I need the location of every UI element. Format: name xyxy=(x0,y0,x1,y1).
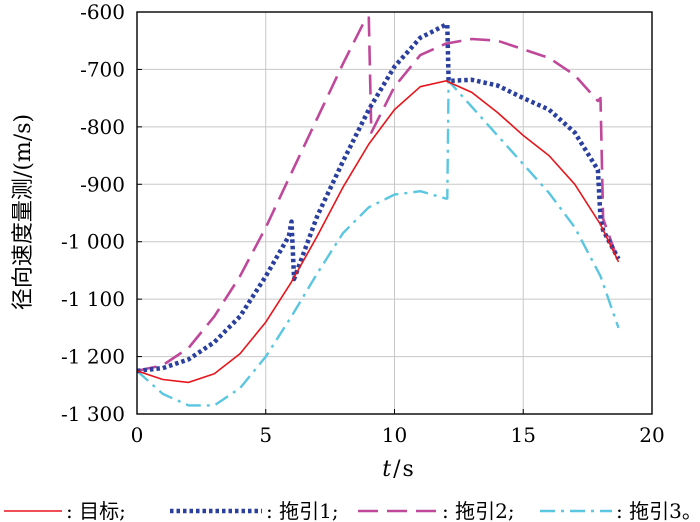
x-axis-label: t/s xyxy=(382,457,414,482)
y-axis-label-text: 径向速度量测 xyxy=(11,178,36,310)
y-tick-label: -800 xyxy=(80,115,125,139)
series-line-4 xyxy=(136,79,620,407)
y-tick-label: -1 000 xyxy=(61,230,125,254)
x-tick-label: 10 xyxy=(382,423,407,447)
series-line-2 xyxy=(136,22,621,374)
x-tick-label: 5 xyxy=(259,423,272,447)
y-tick-label: -1 200 xyxy=(61,345,125,369)
series-layer xyxy=(136,16,621,407)
x-axis-label-unit: s xyxy=(402,457,413,482)
y-tick-label: -1 100 xyxy=(61,287,125,311)
series-line-1 xyxy=(136,80,620,384)
x-tick-label: 15 xyxy=(511,423,536,447)
y-axis-label-sep: / xyxy=(11,170,36,178)
y-axis-label: 径向速度量测/(m/s) xyxy=(11,114,36,310)
legend-label-2: : 拖引1; xyxy=(266,499,339,522)
y-tick-label: -900 xyxy=(80,172,125,196)
x-tick-label: 20 xyxy=(639,423,664,447)
x-axis-label-var: t xyxy=(382,457,391,482)
y-tick-label: -600 xyxy=(80,0,125,24)
y-tick-label: -1 300 xyxy=(61,402,125,426)
legend-label-1: : 目标; xyxy=(66,499,126,522)
legend-label-4: : 拖引3。 xyxy=(616,499,700,522)
legend: : 目标; : 拖引1; : 拖引2; : 拖引3。 xyxy=(4,499,700,522)
y-tick-label: -700 xyxy=(80,57,125,81)
legend-label-3: : 拖引2; xyxy=(442,499,515,522)
x-tick-label: 0 xyxy=(131,423,144,447)
y-axis-label-unit: (m/s) xyxy=(11,114,36,171)
series-line-3 xyxy=(136,16,620,373)
x-axis-label-sep: / xyxy=(393,457,401,482)
tick-layer: 0 5 10 15 20 -600 -700 -800 -900 -1 000 -1 100 -1 2… xyxy=(61,0,665,447)
grid xyxy=(136,11,653,415)
